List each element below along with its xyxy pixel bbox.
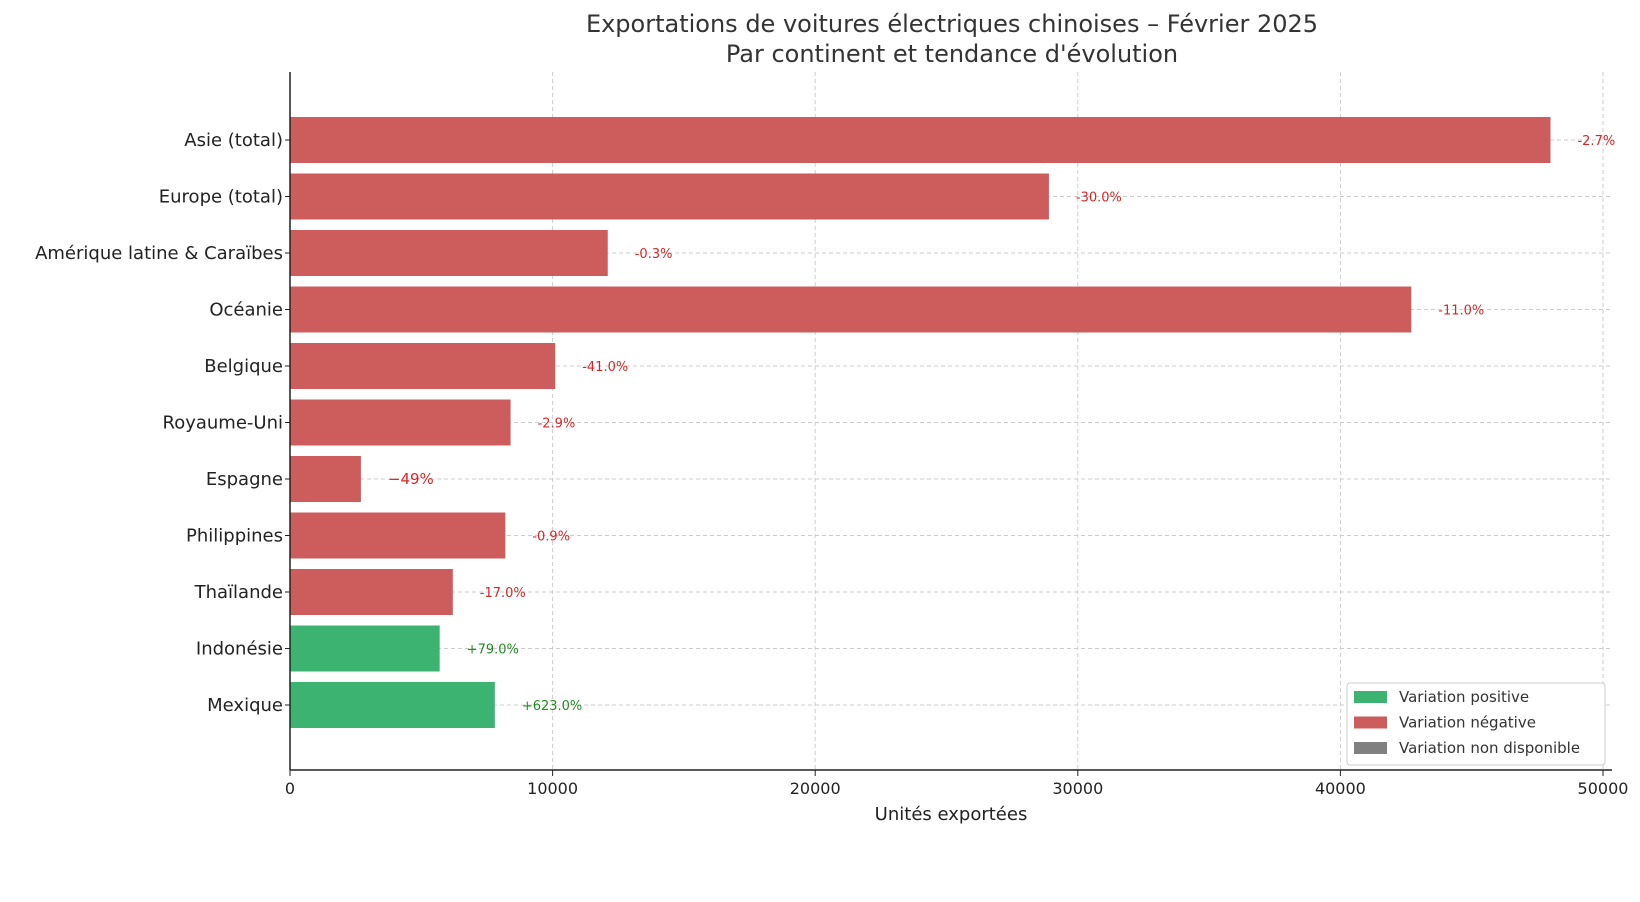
bar	[290, 569, 453, 615]
legend-label: Variation positive	[1399, 688, 1529, 706]
y-tick-label: Belgique	[204, 356, 283, 377]
legend-label: Variation non disponible	[1399, 739, 1580, 757]
data-label: -41.0%	[582, 360, 628, 375]
legend: Variation positive Variation négative Vari…	[1346, 682, 1606, 766]
y-tick-label: Mexique	[207, 695, 283, 716]
x-tick-label: 40000	[1315, 779, 1366, 798]
y-tick-label: Indonésie	[196, 639, 283, 660]
x-tick-label: 50000	[1578, 779, 1629, 798]
bar	[290, 286, 1412, 333]
data-label: -30.0%	[1076, 191, 1122, 206]
bars	[290, 117, 1551, 728]
x-tick-label: 10000	[527, 779, 578, 798]
data-label: +623.0%	[522, 699, 582, 714]
legend-swatch	[1354, 742, 1387, 754]
data-label: +79.0%	[467, 643, 519, 658]
data-label: -11.0%	[1438, 304, 1484, 319]
y-tick-label: Philippines	[186, 526, 283, 547]
bar	[290, 173, 1049, 220]
chart-subtitle: Par continent et tendance d'évolution	[726, 40, 1178, 68]
bar	[290, 399, 511, 446]
data-label: -0.3%	[635, 247, 673, 262]
data-label: −49%	[388, 470, 434, 488]
bar	[290, 625, 440, 672]
x-tick-label: 20000	[790, 779, 841, 798]
legend-swatch	[1354, 691, 1387, 703]
data-label: -0.9%	[532, 530, 570, 545]
legend-box	[1346, 682, 1606, 766]
bar	[290, 682, 495, 728]
legend-label: Variation négative	[1399, 714, 1536, 732]
data-label: -2.7%	[1577, 134, 1615, 149]
bar	[290, 456, 361, 502]
bar	[290, 117, 1551, 163]
y-tick-label: Espagne	[206, 469, 283, 490]
x-tick-label: 30000	[1052, 779, 1103, 798]
y-tick-label: Asie (total)	[184, 130, 283, 151]
bar	[290, 230, 608, 276]
y-tick-label: Royaume-Uni	[163, 413, 284, 434]
data-label: -17.0%	[480, 586, 526, 601]
data-labels: -2.7% -30.0% -0.3% -11.0% -41.0% -2.9% −49% -0.…	[388, 134, 1615, 714]
y-tick-label: Amérique latine & Caraïbes	[35, 243, 283, 264]
x-tick-label: 0	[285, 779, 295, 798]
y-tick-label: Europe (total)	[159, 187, 283, 208]
data-label: -2.9%	[538, 417, 576, 432]
y-tick-label: Océanie	[209, 300, 283, 321]
chart-title: Exportations de voitures électriques chi…	[586, 10, 1318, 38]
y-tick-label: Thaïlande	[194, 582, 283, 603]
bar	[290, 343, 556, 389]
legend-swatch	[1354, 716, 1387, 729]
y-axis-labels: Asie (total) Europe (total) Amérique latin…	[35, 130, 290, 716]
x-axis-label: Unités exportées	[875, 804, 1028, 825]
x-axis-ticks: 0 10000 20000 30000 40000 50000	[285, 770, 1629, 798]
bar	[290, 512, 506, 559]
